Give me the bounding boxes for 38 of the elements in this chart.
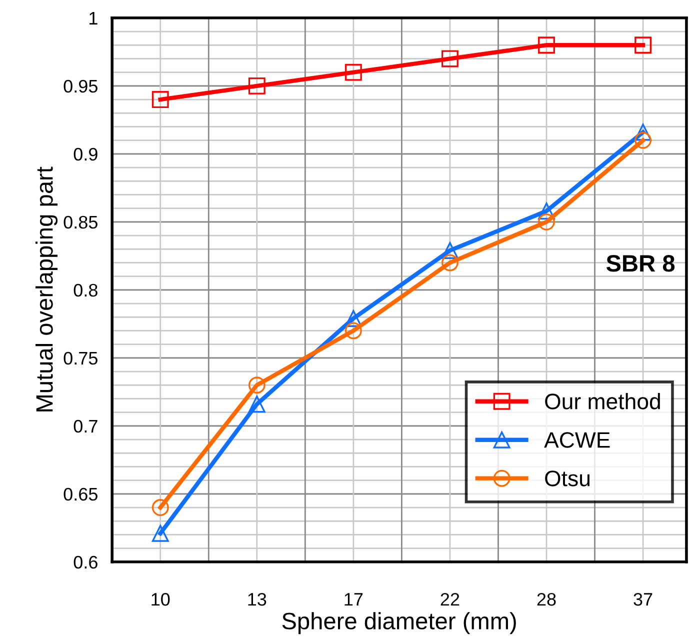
x-tick-label: 10 (152, 592, 170, 606)
point (152, 524, 169, 542)
point (538, 36, 555, 54)
x-tick-label: 13 (248, 592, 266, 606)
point (634, 132, 652, 149)
y-tick-label: 0.95 (64, 80, 98, 93)
y-tick-label: 0.75 (64, 352, 98, 365)
point (248, 396, 266, 413)
point (344, 64, 362, 81)
y-axis-title: Mutual overlapping part (36, 166, 58, 412)
x-tick-label: 28 (537, 592, 556, 606)
legend-label: Otsu (545, 470, 590, 486)
point (152, 499, 169, 516)
point (538, 202, 555, 220)
x-tick-label: 22 (440, 592, 460, 606)
legend-label: Our method (545, 393, 660, 410)
x-axis-title: Sphere diameter (mm) (282, 612, 516, 634)
point (248, 376, 266, 394)
x-tick-label: 17 (344, 593, 363, 606)
point (634, 124, 652, 141)
point (538, 213, 555, 230)
point (441, 242, 458, 259)
y-tick-label: 0.8 (74, 284, 98, 297)
point (152, 91, 169, 108)
x-tick-label: 37 (634, 592, 652, 606)
y-tick-label: 0.85 (64, 216, 98, 229)
y-tick-label: 0.6 (74, 556, 98, 569)
point (634, 36, 652, 54)
y-tick-label: 1 (90, 12, 98, 24)
point (441, 254, 458, 272)
point (441, 50, 458, 68)
point (248, 77, 266, 94)
annotation: SBR 8 (606, 255, 675, 272)
point (344, 322, 362, 340)
y-tick-label: 0.65 (64, 488, 98, 501)
y-tick-label: 0.7 (74, 420, 98, 433)
legend-label: ACWE (544, 432, 610, 448)
y-tick-label: 0.9 (74, 148, 98, 161)
